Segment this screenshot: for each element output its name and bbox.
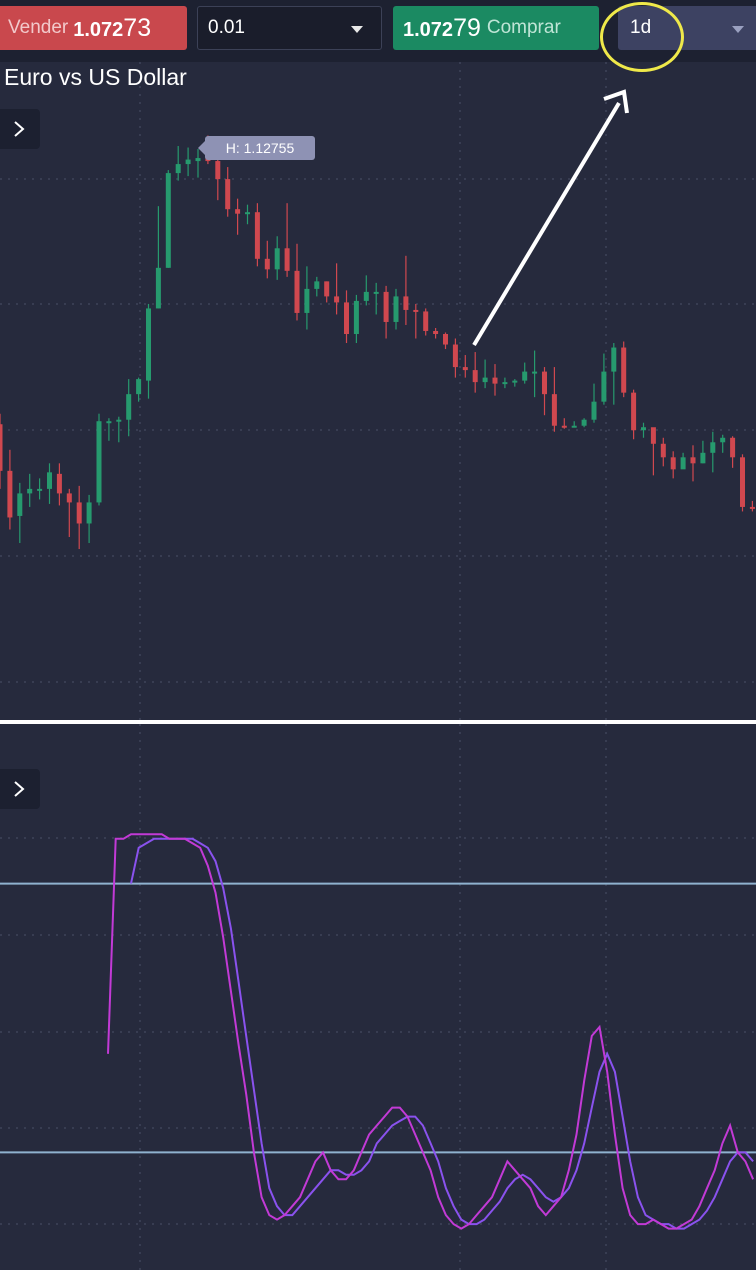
candle-body [551, 394, 557, 426]
candle-body [7, 470, 13, 518]
candle-body [452, 344, 458, 368]
candle-body [86, 502, 92, 524]
candle-body [641, 427, 646, 431]
candle-body [215, 161, 221, 180]
candle-body [740, 457, 745, 507]
chevron-right-icon [14, 121, 25, 137]
candle-body [284, 248, 290, 271]
chart-title: Euro vs US Dollar [4, 64, 187, 90]
timeframe-highlight-circle [600, 2, 684, 72]
chevron-down-icon [351, 26, 363, 33]
candle-body [155, 267, 161, 309]
candle-body [443, 334, 448, 345]
candle-body [47, 472, 52, 489]
candle-body [274, 248, 280, 270]
buy-price: 1.07279 [403, 13, 481, 42]
candle-body [76, 502, 82, 524]
candle-body [482, 377, 488, 383]
sell-price: 1.07273 [73, 13, 152, 42]
candle-body [680, 457, 686, 470]
candle-body [472, 370, 478, 383]
candle-body [165, 173, 171, 268]
candle-body [96, 421, 102, 503]
candle-body [383, 291, 389, 322]
candle-body [353, 300, 359, 334]
candle-body [146, 308, 151, 381]
oscillator-slow-line [130, 837, 754, 1230]
candle-body [294, 270, 300, 313]
candle-body [373, 291, 379, 294]
candle-body [660, 443, 666, 458]
candle-body [334, 296, 340, 303]
candle-body [185, 159, 191, 165]
candle-body [611, 347, 617, 372]
oscillator-chart[interactable] [0, 724, 756, 1270]
candle-body [344, 302, 349, 334]
candle-body [542, 371, 547, 395]
chevron-down-icon [732, 26, 744, 33]
candle-body [116, 419, 122, 422]
candle-body [264, 258, 270, 270]
candle-body [393, 296, 399, 322]
candle-body [512, 380, 518, 383]
candle-body [136, 379, 142, 395]
candle-body [749, 506, 755, 509]
candle-body [532, 371, 538, 374]
candle-body [175, 164, 181, 174]
candle-body [670, 457, 676, 470]
candle-body [650, 427, 656, 444]
panel-divider[interactable] [0, 720, 756, 724]
candle-body [690, 457, 696, 464]
candle-body [492, 377, 498, 384]
candle-body [710, 442, 716, 453]
candle-body [314, 281, 320, 289]
candle-body [245, 212, 250, 215]
candle-body [730, 437, 736, 458]
candle-body [37, 488, 43, 491]
lot-size-select[interactable]: 0.01 [197, 6, 382, 50]
candle-body [106, 421, 112, 424]
sell-label: Vender [8, 17, 69, 38]
candle-body [195, 158, 201, 162]
candle-body [254, 212, 260, 259]
candle-body [591, 401, 597, 420]
candle-body [413, 309, 419, 312]
candle-body [403, 296, 409, 310]
candle-body [561, 425, 567, 428]
candle-body [601, 371, 607, 402]
oscillator-fast-line [107, 833, 755, 1230]
lot-size-value: 0.01 [208, 17, 245, 38]
candle-body [0, 424, 3, 471]
candle-body [720, 437, 726, 443]
sell-button[interactable]: Vender 1.07273 [0, 6, 187, 50]
candle-body [462, 367, 468, 371]
candle-body [423, 311, 429, 331]
expand-panel-button[interactable] [0, 769, 40, 809]
candle-body [581, 419, 587, 426]
candle-body [56, 473, 62, 494]
candle-body [363, 291, 369, 301]
expand-panel-button[interactable] [0, 109, 40, 149]
candle-body [522, 371, 528, 381]
candle-body [631, 392, 637, 431]
candle-body [502, 382, 508, 385]
price-chart[interactable] [0, 62, 756, 720]
candle-body [571, 425, 577, 428]
candle-body [126, 394, 132, 420]
candle-body [621, 347, 627, 393]
candle-body [433, 330, 439, 334]
high-price-label: H: 1.12755 [198, 136, 315, 160]
candle-body [66, 493, 72, 503]
candle-body [27, 488, 33, 494]
buy-button[interactable]: 1.07279 Comprar [393, 6, 599, 50]
candle-body [225, 179, 231, 210]
chevron-right-icon [14, 781, 25, 797]
candle-body [324, 281, 330, 297]
candle-body [700, 452, 706, 464]
candle-body [17, 493, 23, 516]
candle-body [235, 209, 241, 214]
buy-label: Comprar [486, 17, 561, 38]
candle-body [304, 288, 310, 313]
